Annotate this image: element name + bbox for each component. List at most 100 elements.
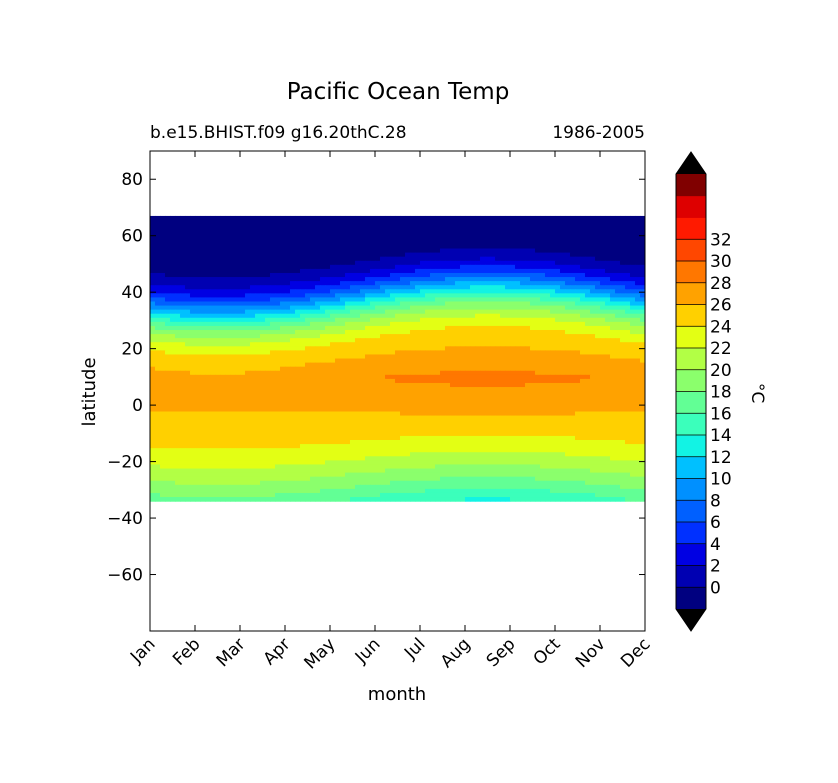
contour-cell: [175, 415, 181, 421]
contour-cell: [550, 248, 556, 254]
contour-cell: [240, 281, 246, 286]
contour-cell: [600, 281, 606, 286]
contour-cell: [285, 293, 291, 299]
contour-cell: [285, 277, 291, 282]
contour-cell: [565, 346, 571, 351]
contour-cell: [200, 220, 206, 225]
contour-cell: [565, 387, 571, 392]
contour-cell: [545, 407, 551, 413]
contour-cell: [515, 305, 521, 311]
contour-cell: [570, 289, 576, 294]
contour-cell: [435, 334, 441, 339]
contour-cell: [430, 338, 436, 343]
contour-cell: [395, 342, 401, 347]
contour-cell: [345, 366, 351, 372]
contour-cell: [605, 260, 611, 266]
contour-cell: [220, 366, 226, 372]
contour-cell: [185, 220, 191, 225]
contour-cell: [310, 419, 316, 425]
contour-cell: [350, 325, 356, 331]
contour-cell: [210, 407, 216, 413]
contour-cell: [355, 264, 361, 270]
contour-cell: [280, 244, 286, 250]
contour-cell: [265, 236, 271, 241]
contour-cell: [345, 220, 351, 225]
contour-cell: [505, 248, 511, 254]
contour-cell: [210, 285, 216, 290]
contour-cell: [220, 334, 226, 339]
contour-cell: [635, 407, 641, 413]
contour-cell: [195, 244, 201, 250]
contour-cell: [580, 215, 586, 221]
contour-cell: [610, 215, 616, 221]
contour-cell: [390, 220, 396, 225]
contour-cell: [360, 374, 366, 380]
contour-cell: [575, 399, 581, 404]
contour-cell: [445, 330, 451, 335]
contour-cell: [170, 309, 176, 315]
contour-cell: [230, 338, 236, 343]
contour-cell: [620, 399, 626, 404]
contour-cell: [400, 264, 406, 270]
contour-cell: [325, 330, 331, 335]
contour-cell: [535, 293, 541, 299]
contour-cell: [425, 411, 431, 417]
contour-cell: [475, 378, 481, 384]
contour-cell: [250, 309, 256, 315]
contour-cell: [315, 289, 321, 294]
contour-cell: [320, 260, 326, 266]
contour-cell: [455, 387, 461, 392]
contour-cell: [195, 232, 201, 237]
contour-cell: [375, 403, 381, 409]
contour-cell: [180, 358, 186, 364]
contour-cell: [450, 232, 456, 237]
contour-cell: [520, 362, 526, 368]
contour-cell: [290, 374, 296, 380]
contour-cell: [235, 399, 241, 404]
contour-cell: [510, 264, 516, 270]
contour-cell: [330, 256, 336, 262]
contour-cell: [460, 272, 466, 278]
contour-cell: [590, 403, 596, 409]
contour-cell: [560, 366, 566, 372]
contour-cell: [225, 228, 231, 233]
contour-cell: [270, 301, 276, 307]
contour-cell: [500, 305, 506, 311]
contour-cell: [200, 264, 206, 270]
contour-cell: [440, 415, 446, 421]
contour-cell: [165, 240, 171, 246]
contour-cell: [545, 215, 551, 221]
contour-cell: [290, 281, 296, 286]
contour-cell: [630, 399, 636, 404]
contour-cell: [385, 382, 391, 388]
contour-cell: [225, 321, 231, 327]
contour-cell: [595, 215, 601, 221]
contour-cell: [210, 244, 216, 250]
contour-cell: [185, 215, 191, 221]
contour-cell: [230, 378, 236, 384]
contour-cell: [340, 407, 346, 413]
contour-cell: [580, 334, 586, 339]
contour-cell: [490, 317, 496, 323]
contour-cell: [235, 321, 241, 327]
contour-cell: [320, 346, 326, 351]
contour-cell: [355, 244, 361, 250]
contour-cell: [435, 387, 441, 392]
contour-cell: [515, 391, 521, 396]
contour-cell: [630, 240, 636, 246]
contour-cell: [535, 289, 541, 294]
contour-cell: [370, 228, 376, 233]
contour-cell: [545, 281, 551, 286]
contour-cell: [350, 354, 356, 360]
contour-cell: [170, 403, 176, 409]
contour-cell: [570, 330, 576, 335]
contour-cell: [370, 264, 376, 270]
contour-cell: [470, 317, 476, 323]
contour-cell: [365, 236, 371, 241]
contour-cell: [220, 215, 226, 221]
contour-cell: [495, 407, 501, 413]
contour-cell: [365, 325, 371, 331]
contour-cell: [205, 403, 211, 409]
contour-cell: [380, 362, 386, 368]
contour-cell: [160, 321, 166, 327]
